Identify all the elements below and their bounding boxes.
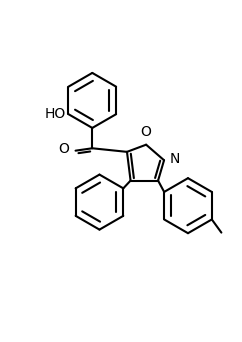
Text: O: O (141, 125, 151, 139)
Text: HO: HO (45, 107, 66, 121)
Text: N: N (170, 152, 181, 166)
Text: O: O (59, 143, 69, 157)
